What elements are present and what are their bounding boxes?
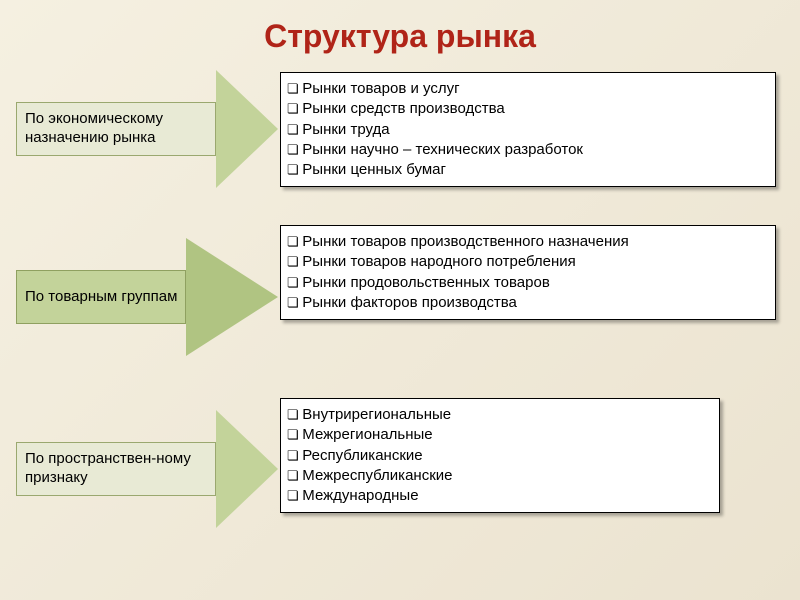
list-item: Рынки средств производства [287, 99, 765, 119]
category-label: По пространствен-ному признаку [25, 450, 215, 488]
list-item: Рынки продовольственных товаров [287, 273, 765, 293]
list-item: Рынки научно – технических разработок [287, 140, 765, 160]
list-item: Рынки ценных бумаг [287, 160, 765, 180]
list-item: Республиканские [287, 446, 709, 466]
category-arrow-body: По экономическому назначению рынка [16, 102, 216, 156]
list-item: Рынки товаров производственного назначен… [287, 232, 765, 252]
list-item: Рынки товаров народного потребления [287, 252, 765, 272]
list-item: Рынки товаров и услуг [287, 79, 765, 99]
list-item: Международные [287, 486, 709, 506]
list-item: Межреспубликанские [287, 466, 709, 486]
category-label: По экономическому назначению рынка [25, 110, 215, 148]
category-arrow-body: По пространствен-ному признаку [16, 442, 216, 496]
category-list-box: ВнутрирегиональныеМежрегиональныеРеспубл… [280, 398, 720, 513]
category-label: По товарным группам [25, 288, 177, 307]
page-title: Структура рынка [0, 0, 800, 65]
list-item: Межрегиональные [287, 425, 709, 445]
category-arrow-head [216, 70, 278, 188]
list-item: Внутрирегиональные [287, 405, 709, 425]
category-list-box: Рынки товаров и услугРынки средств произ… [280, 72, 776, 187]
category-arrow-head [186, 238, 278, 356]
list-item: Рынки факторов производства [287, 293, 765, 313]
category-arrow-head [216, 410, 278, 528]
category-list-box: Рынки товаров производственного назначен… [280, 225, 776, 320]
category-arrow-body: По товарным группам [16, 270, 186, 324]
list-item: Рынки труда [287, 120, 765, 140]
